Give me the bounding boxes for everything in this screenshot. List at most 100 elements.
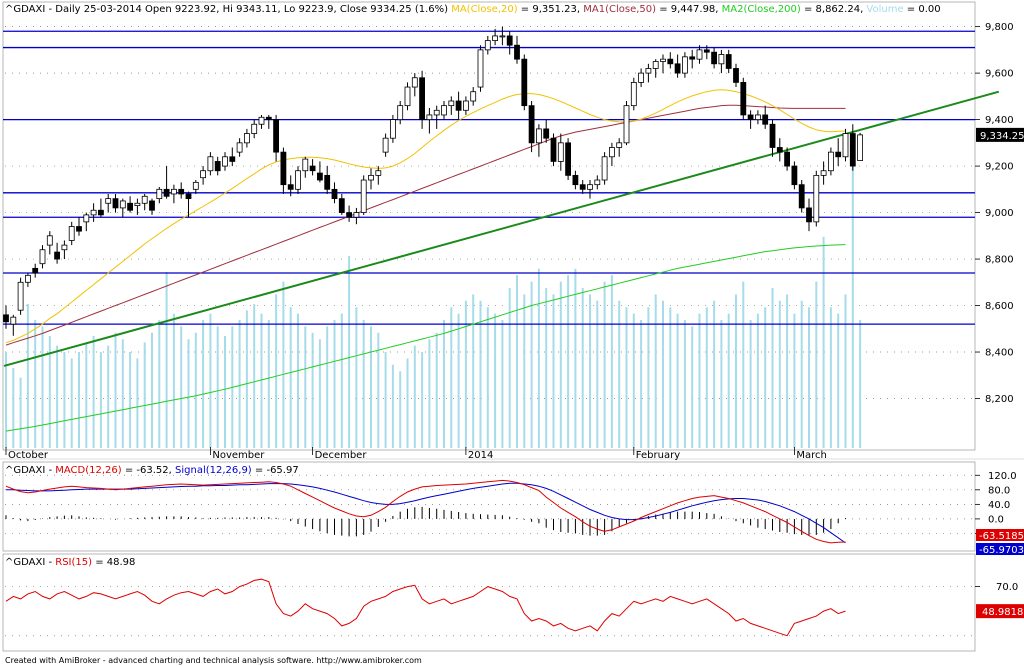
trendline bbox=[3, 90, 1000, 367]
candle-body bbox=[572, 174, 579, 186]
x-axis: October November December 2014 February March bbox=[5, 447, 827, 461]
y-tick-label: 9,600 bbox=[985, 69, 1014, 80]
candlesticks bbox=[3, 26, 863, 336]
candle-body bbox=[178, 188, 185, 195]
candle-body bbox=[54, 251, 60, 260]
candle-body bbox=[32, 267, 39, 274]
candle-body bbox=[83, 214, 90, 223]
candle-body bbox=[353, 212, 360, 218]
candle-body bbox=[316, 172, 323, 181]
candle-body bbox=[682, 56, 688, 74]
candle-body bbox=[149, 200, 155, 211]
macd-lines bbox=[5, 479, 846, 544]
candle-body bbox=[587, 184, 593, 190]
y-tick-label: 9,200 bbox=[985, 162, 1014, 173]
candle-body bbox=[616, 142, 623, 148]
candle-body bbox=[849, 133, 856, 167]
candle-body bbox=[243, 133, 250, 144]
macd-value-label: -63.5185 bbox=[979, 531, 1024, 542]
candle-body bbox=[492, 35, 499, 41]
candle-body bbox=[645, 68, 652, 74]
signal-value-box bbox=[976, 543, 1024, 555]
candle-body bbox=[630, 82, 637, 107]
candle-body bbox=[565, 142, 571, 176]
signal-line bbox=[6, 482, 846, 544]
candle-body bbox=[798, 184, 805, 209]
candle-body bbox=[10, 316, 17, 325]
candle-body bbox=[536, 128, 542, 144]
candle-body bbox=[521, 58, 528, 107]
macd-value-box bbox=[976, 529, 1024, 541]
candle-body bbox=[470, 91, 477, 102]
candle-body bbox=[141, 195, 148, 204]
candle-body bbox=[207, 156, 214, 172]
candle-body bbox=[433, 109, 440, 116]
candle-body bbox=[696, 49, 703, 60]
candle-body bbox=[76, 226, 82, 232]
candle-body bbox=[623, 105, 630, 144]
y-tick-label: 80.0 bbox=[988, 485, 1010, 496]
candle-body bbox=[389, 119, 396, 139]
x-tick-label: November bbox=[212, 450, 265, 461]
last-price-box bbox=[976, 127, 1024, 142]
candle-body bbox=[857, 134, 863, 161]
volume-bars bbox=[5, 134, 862, 448]
candle-body bbox=[185, 193, 192, 200]
candle-body bbox=[784, 151, 790, 167]
moving-averages bbox=[5, 89, 846, 432]
candle-body bbox=[170, 188, 177, 195]
candle-body bbox=[609, 147, 615, 158]
rsi-line bbox=[5, 578, 846, 637]
candle-body bbox=[557, 142, 564, 162]
y-tick-label: 8,800 bbox=[985, 255, 1014, 266]
rsi-axis: 70.0 48.9818 bbox=[975, 582, 1024, 619]
x-tick-label: December bbox=[315, 450, 368, 461]
candle-body bbox=[98, 209, 104, 216]
signal-value-label: -65.9703 bbox=[979, 545, 1024, 556]
candle-body bbox=[258, 116, 265, 125]
x-tick-label: 2014 bbox=[468, 450, 493, 461]
candle-body bbox=[820, 170, 827, 176]
candle-body bbox=[404, 86, 411, 107]
candle-body bbox=[689, 56, 696, 60]
candle-body bbox=[828, 151, 834, 172]
macd-axis: 120.080.040.00.0-40.0-63.5185-65.9703 bbox=[975, 471, 1024, 556]
candle-body bbox=[484, 40, 491, 51]
candle-body bbox=[163, 188, 170, 197]
candle-body bbox=[24, 274, 31, 283]
candle-body bbox=[280, 151, 287, 186]
candle-body bbox=[747, 114, 754, 120]
candle-body bbox=[652, 61, 659, 69]
candle-body bbox=[68, 226, 75, 241]
trendlines bbox=[3, 90, 1000, 367]
candle-body bbox=[543, 128, 550, 139]
rsi-value-label: 48.9818 bbox=[982, 607, 1023, 618]
macd-header: ^GDAXI - MACD(12,26) = -63.52, Signal(12… bbox=[5, 465, 299, 476]
candle-body bbox=[222, 156, 228, 167]
candle-body bbox=[776, 147, 783, 153]
candle-body bbox=[528, 105, 535, 144]
y-tick-label: 70.0 bbox=[996, 582, 1018, 593]
candle-body bbox=[46, 235, 53, 246]
candle-body bbox=[660, 58, 666, 62]
candle-body bbox=[674, 63, 681, 74]
ma20-line bbox=[5, 89, 846, 344]
candle-body bbox=[806, 207, 812, 223]
y-tick-label: 120.0 bbox=[988, 471, 1017, 482]
rsi-value-box bbox=[976, 604, 1024, 619]
candle-body bbox=[17, 281, 24, 311]
last-price-label: 9,334.25 bbox=[980, 131, 1024, 142]
candle-body bbox=[251, 123, 258, 134]
x-tick-label: February bbox=[636, 450, 680, 461]
candle-body bbox=[214, 161, 221, 172]
candle-body bbox=[477, 49, 484, 88]
candle-body bbox=[455, 100, 462, 111]
candle-body bbox=[119, 200, 126, 209]
candle-body bbox=[397, 105, 404, 120]
candle-body bbox=[265, 116, 272, 120]
candle-body bbox=[426, 114, 433, 120]
price-panel-frame bbox=[2, 1, 976, 451]
candle-body bbox=[813, 174, 820, 223]
candle-body bbox=[441, 105, 447, 116]
